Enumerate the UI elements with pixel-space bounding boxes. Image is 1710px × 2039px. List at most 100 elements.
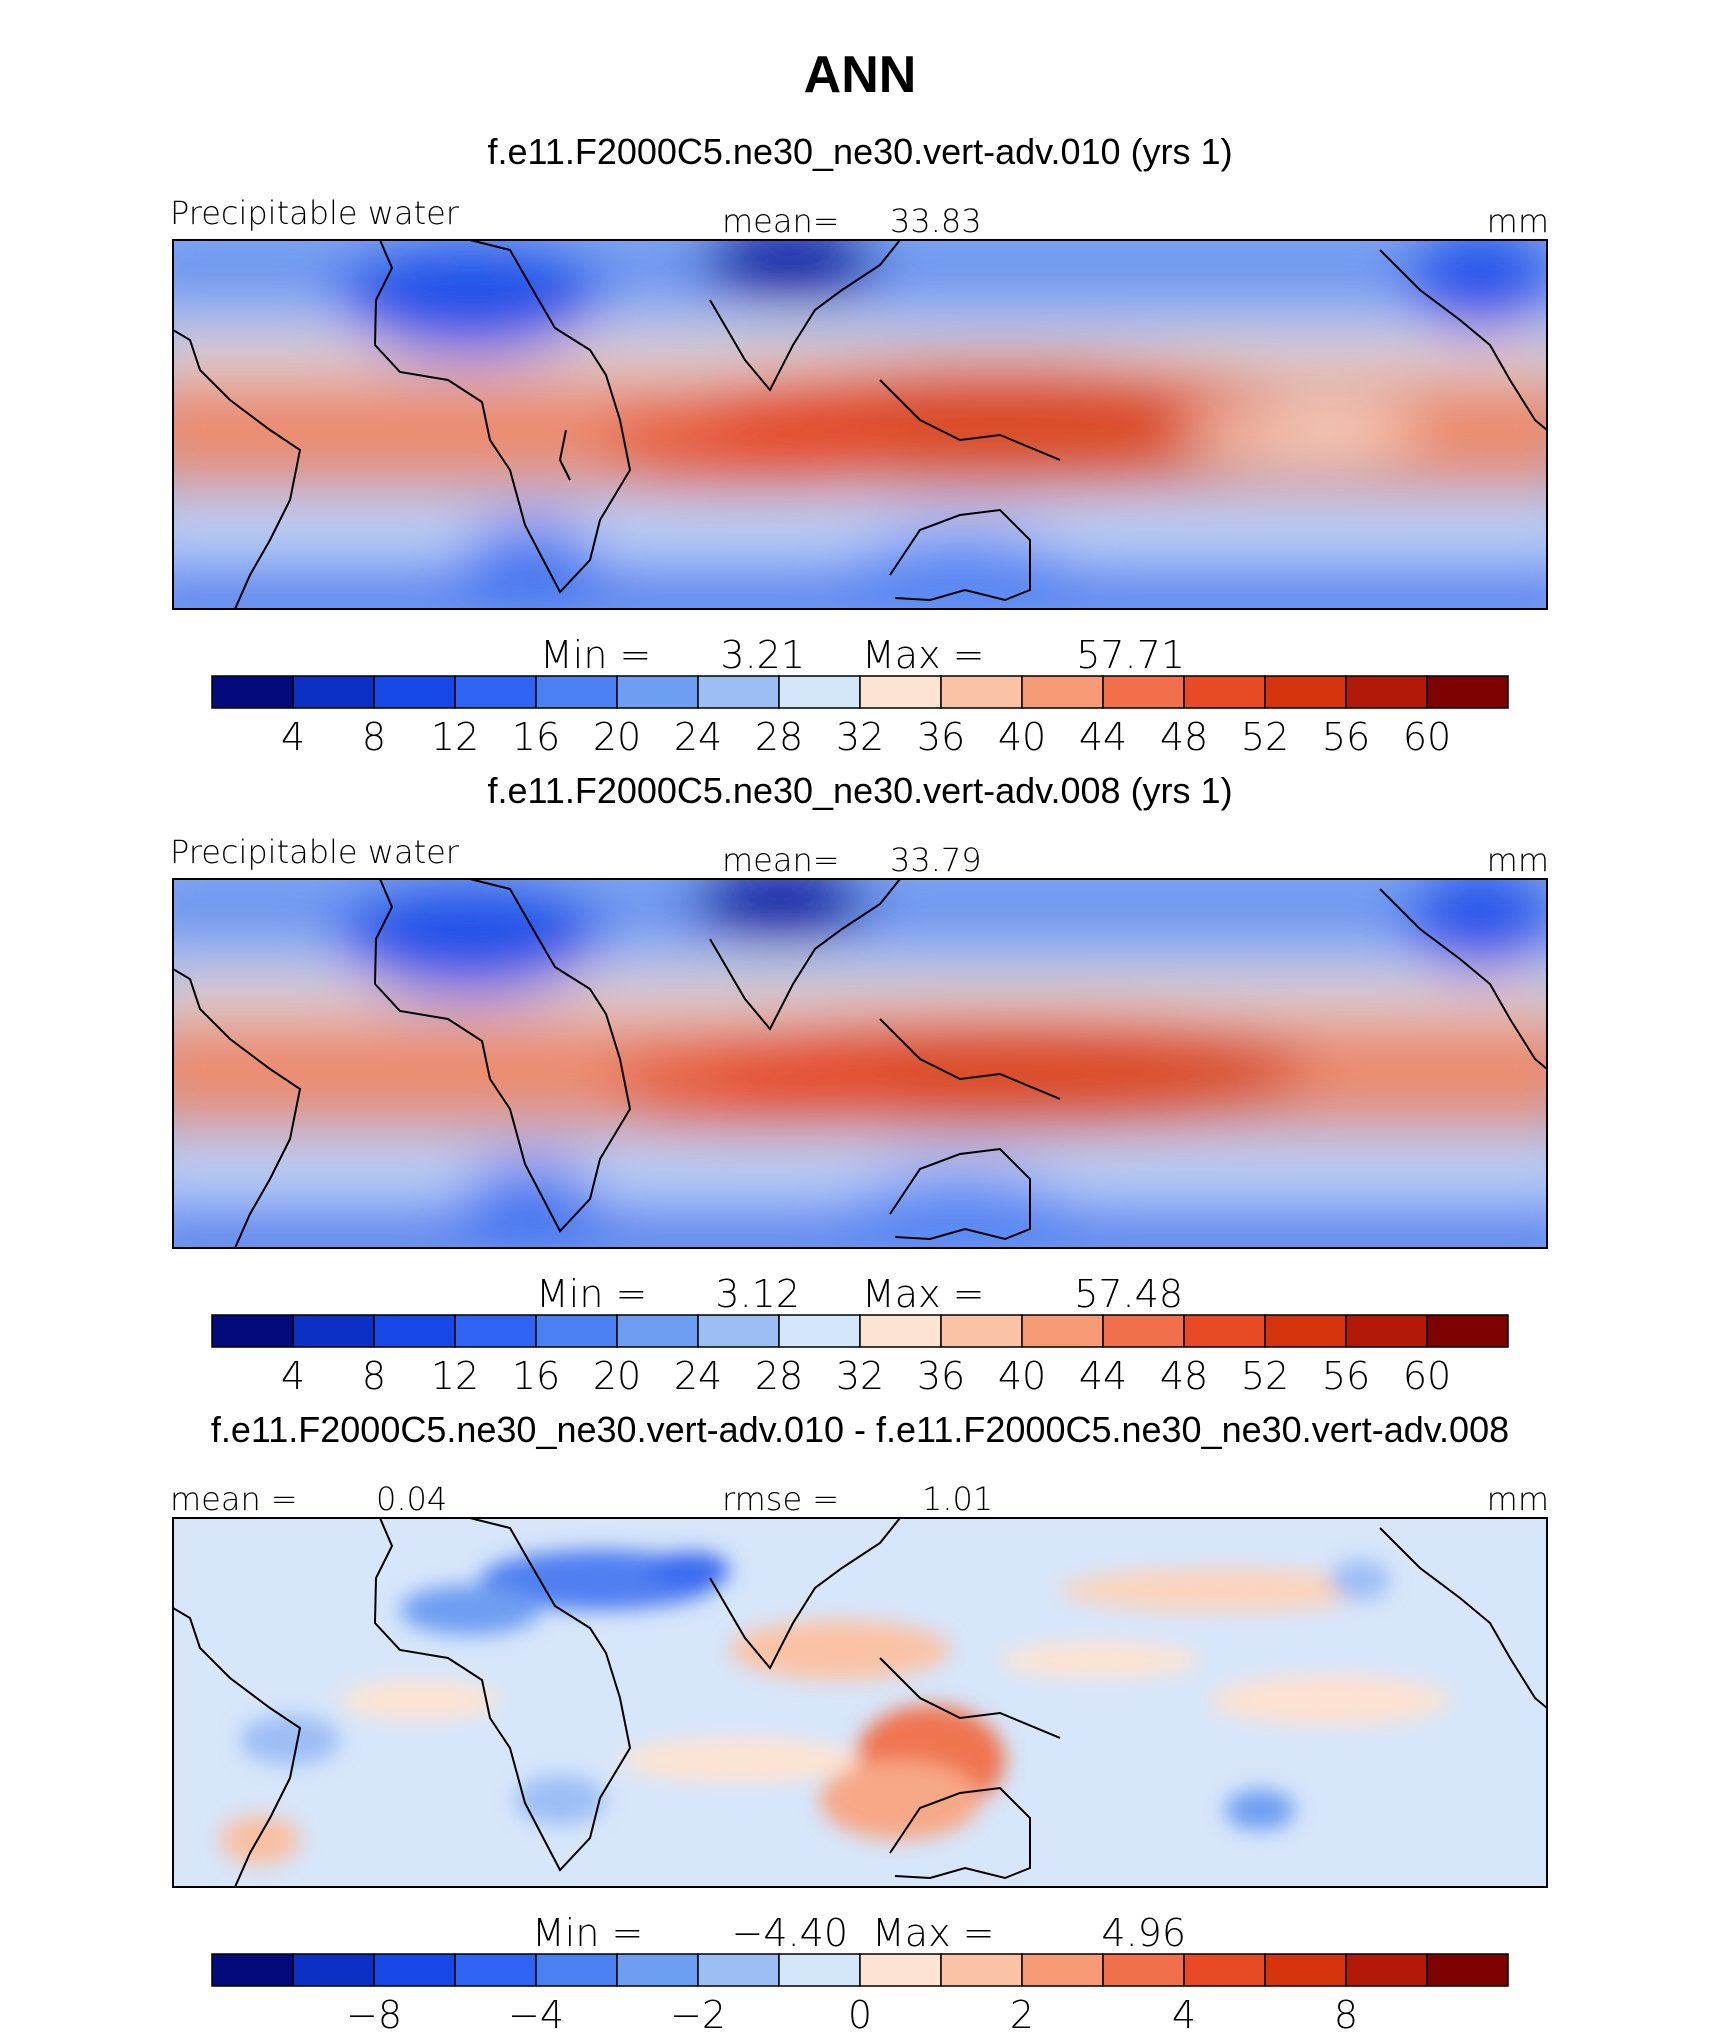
colorbar-swatch — [859, 1314, 942, 1348]
panel-units: mm — [1487, 1480, 1549, 1518]
colorbar-swatch — [940, 1953, 1023, 1987]
colorbar-swatch — [778, 1953, 861, 1987]
colorbar-swatch — [1345, 1314, 1428, 1348]
colorbar-swatch — [1102, 1314, 1185, 1348]
stat-min-label: Min = — [536, 1272, 647, 1316]
colorbar-swatch — [697, 1314, 780, 1348]
panel-mean-label: mean= — [722, 202, 840, 240]
colorbar-tick-label: 36 — [917, 1354, 965, 1398]
panel-control: f.e11.F2000C5.ne30_ne30.vert-adv.010 (yr… — [170, 131, 1549, 759]
colorbar-swatch — [1426, 1953, 1509, 1987]
panel-mean-label: mean = — [170, 1480, 298, 1518]
stat-min-label: Min = — [532, 1911, 643, 1955]
colorbar-swatch — [616, 1953, 699, 1987]
panel-left-label: Precipitable water — [170, 194, 460, 232]
colorbar-swatch — [373, 675, 456, 709]
colorbar-swatch — [292, 675, 375, 709]
stat-max-value: 57.48 — [1074, 1272, 1183, 1316]
colorbar-swatch — [697, 1953, 780, 1987]
stat-max-label: Max = — [872, 1911, 994, 1955]
stat-max-value: 4.96 — [1101, 1911, 1186, 1955]
colorbar-swatch — [1102, 1953, 1185, 1987]
figure-title: ANN — [804, 46, 917, 104]
colorbar-tick-label: 36 — [917, 715, 965, 759]
colorbar-swatch — [1021, 1314, 1104, 1348]
colorbar-tick-label: 24 — [674, 1354, 722, 1398]
colorbar-tick-label: 32 — [836, 1354, 884, 1398]
panel-units: mm — [1487, 841, 1549, 879]
colorbar-swatch — [1345, 675, 1428, 709]
colorbar-swatch — [1102, 675, 1185, 709]
colorbar-tick-label: 16 — [512, 715, 560, 759]
panel-test: f.e11.F2000C5.ne30_ne30.vert-adv.008 (yr… — [170, 770, 1549, 1398]
colorbar-swatch — [1264, 675, 1347, 709]
colorbar-tick-label: 28 — [755, 715, 803, 759]
colorbar-swatch — [1183, 1953, 1266, 1987]
colorbar-swatch — [211, 1314, 294, 1348]
colorbar-tick-label: 4 — [281, 715, 305, 759]
colorbar-tick-label: 40 — [998, 1354, 1046, 1398]
colorbar-tick-label: 20 — [593, 715, 641, 759]
map-field — [173, 240, 1547, 609]
colorbar-swatch — [535, 1314, 618, 1348]
colorbar-swatch — [1264, 1953, 1347, 1987]
colorbar-swatch — [616, 675, 699, 709]
colorbar-swatch — [940, 675, 1023, 709]
colorbar-tick-label: 52 — [1241, 1354, 1289, 1398]
colorbar-swatch — [1021, 1953, 1104, 1987]
colorbar-swatch — [616, 1314, 699, 1348]
colorbar-tick-label: 52 — [1241, 715, 1289, 759]
colorbar-tick-label: 4 — [1172, 1993, 1196, 2037]
colorbar-swatch — [859, 675, 942, 709]
colorbar: 4 8 12 16 20 24 28 32 36 40 44 48 52 56 60 — [211, 675, 1509, 759]
colorbar-tick-label: 8 — [362, 1354, 386, 1398]
colorbar-tick-label: 48 — [1160, 715, 1208, 759]
colorbar-tick-label: 24 — [674, 715, 722, 759]
colorbar-tick-label: 56 — [1322, 1354, 1370, 1398]
colorbar-swatch — [535, 1953, 618, 1987]
colorbar-tick-label: 28 — [755, 1354, 803, 1398]
colorbar-swatch — [1183, 675, 1266, 709]
colorbar-tick-label: 0 — [848, 1993, 872, 2037]
panel-left-label: Precipitable water — [170, 833, 460, 871]
colorbar-tick-label: 56 — [1322, 715, 1370, 759]
map-frame — [172, 1517, 1548, 1888]
panel-units: mm — [1487, 202, 1549, 240]
colorbar-swatch — [211, 1953, 294, 1987]
panel-difference: f.e11.F2000C5.ne30_ne30.vert-adv.010 - f… — [170, 1409, 1549, 2037]
colorbar-swatch — [373, 1314, 456, 1348]
colorbar-tick-label: 60 — [1403, 715, 1451, 759]
colorbar-swatch — [1345, 1953, 1428, 1987]
stat-min-value: 3.21 — [720, 633, 805, 677]
stat-max-label: Max = — [862, 1272, 984, 1316]
colorbar-swatch — [940, 1314, 1023, 1348]
colorbar-swatch — [211, 675, 294, 709]
panel-title: f.e11.F2000C5.ne30_ne30.vert-adv.010 - f… — [211, 1409, 1509, 1450]
colorbar-tick-label: 48 — [1160, 1354, 1208, 1398]
colorbar-tick-label: 40 — [998, 715, 1046, 759]
stat-min-label: Min = — [540, 633, 651, 677]
colorbar-tick-label: 60 — [1403, 1354, 1451, 1398]
colorbar-tick-label: 20 — [593, 1354, 641, 1398]
colorbar-swatch — [697, 675, 780, 709]
colorbar-swatch — [1021, 675, 1104, 709]
panel-title: f.e11.F2000C5.ne30_ne30.vert-adv.008 (yr… — [487, 770, 1232, 811]
colorbar-swatch — [535, 675, 618, 709]
colorbar-swatch — [1264, 1314, 1347, 1348]
colorbar-tick-label: 44 — [1079, 715, 1127, 759]
colorbar: −8 −4 −2 0 2 4 8 — [211, 1953, 1509, 2037]
panel-mean-label: mean= — [722, 841, 840, 879]
panel-mean-value: 33.79 — [890, 841, 982, 879]
colorbar-swatch — [778, 1314, 861, 1348]
coastlines — [173, 1518, 1547, 1887]
colorbar-tick-label: 44 — [1079, 1354, 1127, 1398]
panel-rmse-value: 1.01 — [922, 1480, 993, 1518]
colorbar-tick-label: 8 — [1334, 1993, 1358, 2037]
colorbar-swatch — [1183, 1314, 1266, 1348]
colorbar-swatch — [859, 1953, 942, 1987]
colorbar: 4 8 12 16 20 24 28 32 36 40 44 48 52 56 60 — [211, 1314, 1509, 1398]
colorbar-tick-label: 32 — [836, 715, 884, 759]
colorbar-swatch — [1426, 675, 1509, 709]
colorbar-tick-label: 12 — [431, 715, 479, 759]
